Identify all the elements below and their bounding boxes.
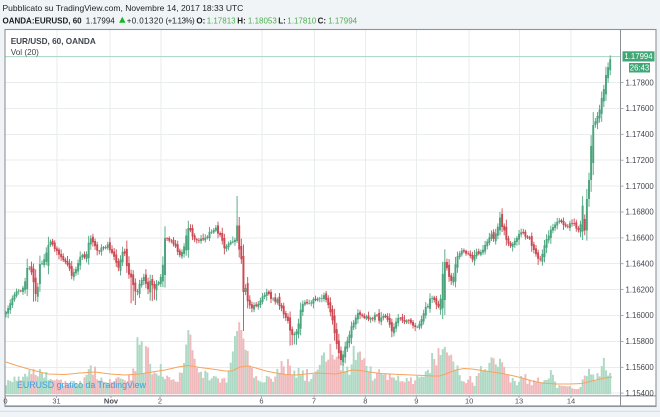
- svg-text:13: 13: [515, 396, 523, 405]
- svg-text:8: 8: [363, 396, 367, 405]
- svg-text:Pubblicato su TradingView.com,: Pubblicato su TradingView.com, Novembre …: [3, 3, 244, 13]
- svg-text:1.16800: 1.16800: [626, 208, 655, 217]
- svg-text:26:43: 26:43: [630, 63, 650, 72]
- svg-text:OANDA:EURUSD, 601.17994+0.0132: OANDA:EURUSD, 60 1.17994 +0.01320 (+1.13%) O…: [3, 16, 358, 25]
- svg-text:1.17600: 1.17600: [626, 104, 655, 113]
- svg-text:7: 7: [312, 396, 316, 405]
- svg-text:Nov: Nov: [104, 396, 119, 405]
- svg-text:1.16600: 1.16600: [626, 234, 655, 243]
- svg-text:EUR/USD, 60, OANDA: EUR/USD, 60, OANDA: [11, 37, 96, 46]
- svg-text:1.17400: 1.17400: [626, 130, 655, 139]
- svg-text:1.17994: 1.17994: [624, 52, 653, 61]
- svg-text:10: 10: [465, 396, 473, 405]
- svg-text:1.16400: 1.16400: [626, 259, 655, 268]
- svg-text:EURUSD grafico da TradingView: EURUSD grafico da TradingView: [17, 380, 147, 390]
- svg-text:1.17000: 1.17000: [626, 182, 655, 191]
- svg-text:1.16200: 1.16200: [626, 285, 655, 294]
- svg-text:9: 9: [414, 396, 418, 405]
- svg-text:2: 2: [158, 396, 162, 405]
- svg-text:31: 31: [52, 396, 60, 405]
- svg-text:14: 14: [567, 396, 575, 405]
- svg-text:6: 6: [259, 396, 263, 405]
- svg-text:0: 0: [3, 396, 7, 405]
- svg-text:1.17200: 1.17200: [626, 156, 655, 165]
- svg-text:Vol (20): Vol (20): [11, 48, 39, 57]
- svg-text:1.15600: 1.15600: [626, 363, 655, 372]
- svg-text:1.15400: 1.15400: [626, 389, 655, 398]
- svg-text:1.16000: 1.16000: [626, 311, 655, 320]
- svg-text:1.15800: 1.15800: [626, 337, 655, 346]
- svg-text:1.17800: 1.17800: [626, 78, 655, 87]
